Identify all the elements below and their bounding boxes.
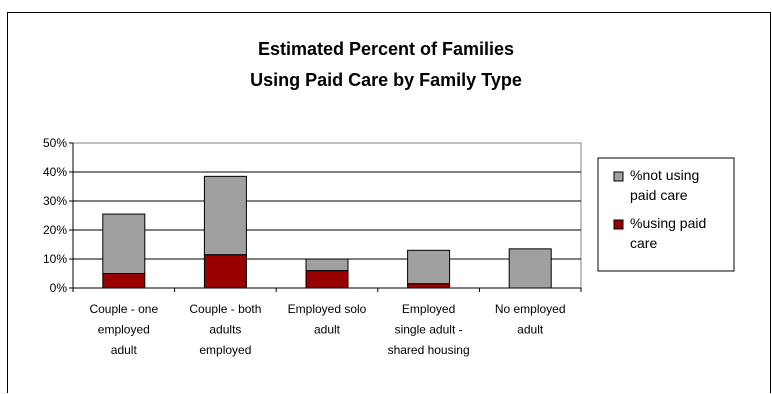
x-category-label: Couple - both: [189, 302, 261, 316]
y-tick-label: 50%: [43, 136, 67, 150]
chart-title-line: Using Paid Care by Family Type: [250, 70, 522, 90]
bar-segment: [407, 283, 451, 289]
y-tick-label: 20%: [43, 223, 67, 237]
chart-frame: [7, 12, 771, 393]
legend-label: %not using: [630, 167, 699, 183]
bar-segment: [508, 248, 552, 289]
bars: [102, 175, 552, 289]
x-category-label: single adult -: [395, 323, 463, 337]
bar-segment: [102, 213, 146, 275]
x-category-label: adult: [517, 323, 544, 337]
x-category-label: adult: [314, 323, 341, 337]
y-tick-label: 0%: [50, 281, 68, 295]
chart-title: Estimated Percent of Families Using Paid …: [250, 39, 522, 90]
x-axis: Couple - one employed adult Couple - both ad…: [72, 287, 582, 357]
x-category-label: adult: [111, 343, 138, 357]
bar-segment: [203, 175, 247, 256]
x-category-label: Employed: [402, 302, 455, 316]
legend-label: %using paid: [630, 215, 706, 231]
x-category-label: Couple - one: [89, 302, 158, 316]
x-category-label: Employed solo: [288, 302, 367, 316]
legend-swatch: [613, 219, 624, 230]
bar-segment: [305, 258, 349, 272]
bar-segment: [102, 273, 146, 289]
legend: %not using paid care %using paid care: [597, 157, 735, 272]
y-tick-label: 30%: [43, 194, 67, 208]
legend-label: care: [630, 235, 657, 251]
y-axis: 0% 10% 20% 30% 40% 50%: [43, 136, 74, 295]
legend-swatch: [613, 171, 624, 182]
y-tick-label: 40%: [43, 165, 67, 179]
x-category-label: adults: [209, 323, 241, 337]
bar-segment: [407, 249, 451, 285]
x-category-label: No employed: [495, 302, 566, 316]
legend-label: paid care: [630, 187, 688, 203]
bar-segment: [305, 270, 349, 289]
bar-segment: [203, 254, 247, 289]
x-category-label: employed: [98, 323, 150, 337]
y-tick-label: 10%: [43, 252, 67, 266]
x-category-label: employed: [199, 343, 251, 357]
x-category-label: shared housing: [388, 343, 470, 357]
chart-title-line: Estimated Percent of Families: [258, 39, 514, 59]
